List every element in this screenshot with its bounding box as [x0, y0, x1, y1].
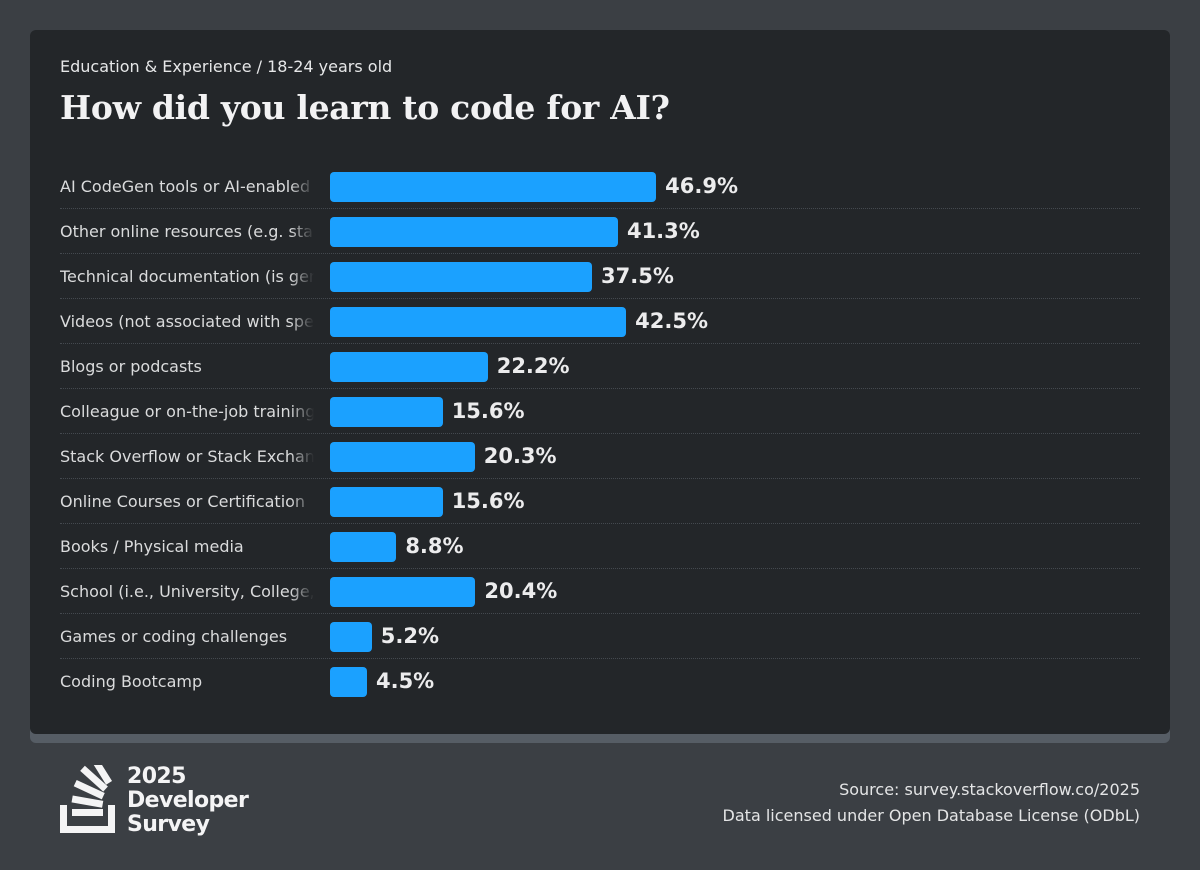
- bar: [330, 622, 372, 652]
- bar-chart: AI CodeGen tools or AI-enabled apps 46.9%…: [60, 164, 1140, 704]
- chart-title: How did you learn to code for AI?: [60, 88, 670, 127]
- value-label: 15.6%: [451, 399, 525, 423]
- value-label: 5.2%: [380, 624, 439, 648]
- category-label: Stack Overflow or Stack Exchange: [60, 447, 314, 466]
- bar: [330, 217, 618, 247]
- bar-row: Stack Overflow or Stack Exchange 20.3%: [60, 434, 1140, 479]
- bar-row: Books / Physical media 8.8%: [60, 524, 1140, 569]
- bar: [330, 487, 443, 517]
- bar: [330, 352, 488, 382]
- bar: [330, 442, 475, 472]
- bar-row: AI CodeGen tools or AI-enabled apps 46.9%: [60, 164, 1140, 209]
- chart-card: Education & Experience / 18-24 years old…: [30, 30, 1170, 734]
- bar-row: Other online resources (e.g. standard se…: [60, 209, 1140, 254]
- category-label: Online Courses or Certification: [60, 492, 306, 511]
- bar: [330, 397, 443, 427]
- category-label: Games or coding challenges: [60, 627, 288, 646]
- bar-row: Online Courses or Certification 15.6%: [60, 479, 1140, 524]
- value-label: 4.5%: [375, 669, 435, 693]
- value-label: 46.9%: [665, 174, 739, 198]
- value-label: 15.6%: [451, 489, 525, 513]
- value-label: 22.2%: [496, 354, 570, 378]
- source-credit: Source: survey.stackoverflow.co/2025 Dat…: [723, 777, 1140, 829]
- bar-row: Games or coding challenges 5.2%: [60, 614, 1140, 659]
- bar-row: Colleague or on-the-job training 15.6%: [60, 389, 1140, 434]
- bar: [330, 172, 657, 202]
- bar: [330, 532, 397, 562]
- category-label: Other online resources (e.g. standard se…: [60, 222, 314, 241]
- value-label: 37.5%: [601, 264, 674, 288]
- category-label: AI CodeGen tools or AI-enabled apps: [60, 177, 314, 196]
- category-label: Blogs or podcasts: [60, 357, 202, 376]
- value-label: 8.8%: [405, 534, 464, 558]
- bar-row: Videos (not associated with specific onl…: [60, 299, 1140, 344]
- value-label: 20.3%: [483, 444, 557, 468]
- brand-line-survey: Survey: [127, 812, 210, 837]
- category-label: Colleague or on-the-job training: [60, 402, 314, 421]
- brand-year: 2025: [127, 764, 186, 789]
- brand-line-developer: Developer: [127, 788, 249, 813]
- breadcrumb: Education & Experience / 18-24 years old: [60, 57, 393, 76]
- bar: [330, 667, 367, 697]
- stack-overflow-logo-icon: [60, 765, 115, 833]
- value-label: 41.3%: [626, 219, 700, 243]
- license-text: Data licensed under Open Database Licens…: [722, 806, 1140, 825]
- bar-row: Blogs or podcasts 22.2%: [60, 344, 1140, 389]
- category-label: Videos (not associated with specific onl…: [60, 312, 314, 331]
- value-label: 42.5%: [635, 309, 708, 333]
- bar-row: Coding Bootcamp 4.5%: [60, 659, 1140, 704]
- category-label: Books / Physical media: [60, 537, 244, 556]
- category-label: Coding Bootcamp: [60, 672, 203, 691]
- category-label: School (i.e., University, College, etc): [60, 582, 314, 601]
- bar-row: Technical documentation (is generated fo…: [60, 254, 1140, 299]
- bar: [330, 577, 476, 607]
- bar: [330, 307, 627, 337]
- bar: [330, 262, 593, 292]
- value-label: 20.4%: [484, 579, 558, 603]
- bar-row: School (i.e., University, College, etc) 2…: [60, 569, 1140, 614]
- source-link[interactable]: Source: survey.stackoverflow.co/2025: [839, 780, 1140, 799]
- category-label: Technical documentation (is generated fo…: [60, 267, 314, 286]
- survey-brand: 2025 Developer Survey: [127, 764, 249, 837]
